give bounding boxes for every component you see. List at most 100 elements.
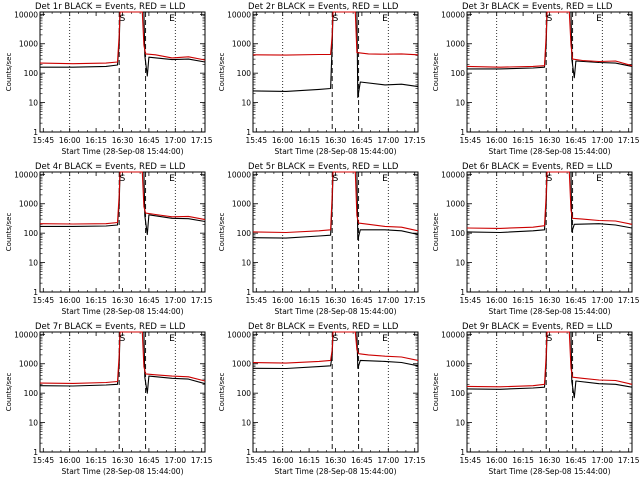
y-tick-label: 10000 bbox=[227, 10, 251, 19]
x-tick-label: 17:15 bbox=[191, 456, 213, 465]
marker-label: E bbox=[596, 14, 602, 24]
x-tick-label: 17:00 bbox=[164, 296, 186, 305]
y-tick-label: 1 bbox=[460, 448, 465, 457]
y-tick-label: 1000 bbox=[19, 40, 38, 49]
detector-panel-9: Det 9r BLACK = Events, RED = LLD Counts/s… bbox=[432, 322, 640, 476]
x-tick-label: 17:00 bbox=[377, 456, 399, 465]
y-tick-label: 10000 bbox=[441, 10, 465, 19]
y-tick-label: 1000 bbox=[446, 360, 465, 369]
y-axis-label: Counts/sec bbox=[432, 53, 440, 92]
x-tick-label: 16:00 bbox=[486, 456, 508, 465]
series-line-lld bbox=[252, 331, 419, 364]
y-tick-label: 100 bbox=[451, 389, 466, 398]
x-axis-label: Start Time (28-Sep-08 15:44:00) bbox=[62, 147, 184, 156]
y-tick-label: 1000 bbox=[19, 360, 38, 369]
x-axis-label: Start Time (28-Sep-08 15:44:00) bbox=[489, 147, 611, 156]
x-tick-label: 17:15 bbox=[618, 456, 640, 465]
panel-title: Det 2r BLACK = Events, RED = LLD bbox=[248, 2, 399, 12]
marker-label: S bbox=[120, 174, 126, 184]
marker-label: E bbox=[382, 334, 388, 344]
x-tick-label: 16:15 bbox=[512, 296, 534, 305]
y-tick-label: 10 bbox=[241, 419, 251, 428]
series-line-lld bbox=[252, 11, 419, 56]
series-line-lld bbox=[39, 331, 206, 384]
series-line-events bbox=[40, 11, 206, 77]
x-axis-label: Start Time (28-Sep-08 15:44:00) bbox=[489, 467, 611, 476]
y-tick-label: 1 bbox=[33, 288, 38, 297]
y-tick-label: 1 bbox=[33, 128, 38, 137]
x-tick-label: 16:30 bbox=[325, 296, 347, 305]
x-tick-label: 16:30 bbox=[539, 296, 561, 305]
x-tick-label: 16:15 bbox=[85, 136, 107, 145]
marker-label: E bbox=[382, 14, 388, 24]
detector-panel-4: Det 4r BLACK = Events, RED = LLD Counts/s… bbox=[5, 162, 213, 316]
x-tick-label: 16:30 bbox=[325, 456, 347, 465]
series-line-events bbox=[466, 331, 633, 399]
marker-label: E bbox=[382, 174, 388, 184]
x-tick-label: 16:15 bbox=[512, 136, 534, 145]
series-line-lld bbox=[39, 171, 206, 225]
x-tick-label: 16:45 bbox=[351, 456, 373, 465]
series-line-lld bbox=[252, 171, 419, 234]
y-tick-label: 10000 bbox=[14, 10, 38, 19]
plot-frame bbox=[39, 331, 206, 453]
y-axis-label: Counts/sec bbox=[218, 373, 226, 412]
y-tick-label: 10000 bbox=[441, 330, 465, 339]
series-line-events bbox=[39, 331, 206, 394]
y-tick-label: 100 bbox=[237, 69, 252, 78]
series-line-events bbox=[467, 11, 633, 79]
y-tick-label: 1 bbox=[246, 288, 251, 297]
y-tick-label: 100 bbox=[24, 389, 39, 398]
y-tick-label: 1000 bbox=[232, 360, 251, 369]
x-tick-label: 17:00 bbox=[377, 296, 399, 305]
y-axis-label: Counts/sec bbox=[5, 373, 13, 412]
marker-label: E bbox=[596, 334, 602, 344]
y-axis-label: Counts/sec bbox=[218, 213, 226, 252]
y-tick-label: 1000 bbox=[446, 200, 465, 209]
marker-label: E bbox=[596, 174, 602, 184]
marker-label: S bbox=[333, 174, 339, 184]
x-tick-label: 15:45 bbox=[459, 296, 481, 305]
x-axis-label: Start Time (28-Sep-08 15:44:00) bbox=[62, 307, 184, 316]
series-line-events bbox=[40, 171, 206, 236]
y-tick-label: 10 bbox=[455, 99, 465, 108]
panel-title: Det 6r BLACK = Events, RED = LLD bbox=[462, 162, 613, 172]
x-tick-label: 17:15 bbox=[191, 136, 213, 145]
panel-title: Det 9r BLACK = Events, RED = LLD bbox=[462, 322, 613, 332]
x-axis-label: Start Time (28-Sep-08 15:44:00) bbox=[275, 307, 397, 316]
panel-title: Det 1r BLACK = Events, RED = LLD bbox=[35, 2, 186, 12]
x-tick-label: 17:00 bbox=[591, 456, 613, 465]
x-tick-label: 16:00 bbox=[59, 456, 81, 465]
detector-panel-8: Det 8r BLACK = Events, RED = LLD Counts/s… bbox=[218, 322, 426, 476]
y-tick-label: 100 bbox=[237, 229, 252, 238]
y-tick-label: 10000 bbox=[14, 170, 38, 179]
x-tick-label: 16:45 bbox=[351, 136, 373, 145]
y-tick-label: 10 bbox=[28, 419, 38, 428]
marker-label: S bbox=[547, 14, 553, 24]
series-line-lld bbox=[466, 171, 633, 229]
y-axis-label: Counts/sec bbox=[432, 373, 440, 412]
y-tick-label: 1000 bbox=[232, 40, 251, 49]
marker-label: S bbox=[547, 174, 553, 184]
x-tick-label: 16:45 bbox=[565, 456, 587, 465]
x-tick-label: 16:45 bbox=[565, 296, 587, 305]
x-tick-label: 17:15 bbox=[404, 296, 426, 305]
detector-panel-3: Det 3r BLACK = Events, RED = LLD Counts/s… bbox=[432, 2, 640, 156]
x-tick-label: 17:15 bbox=[618, 296, 640, 305]
x-tick-label: 16:00 bbox=[272, 136, 294, 145]
series-line-lld bbox=[466, 331, 633, 388]
y-tick-label: 10 bbox=[28, 99, 38, 108]
x-tick-label: 15:45 bbox=[32, 456, 54, 465]
x-tick-label: 17:00 bbox=[164, 456, 186, 465]
x-tick-label: 16:00 bbox=[59, 296, 81, 305]
y-tick-label: 10000 bbox=[227, 170, 251, 179]
x-tick-label: 16:15 bbox=[298, 296, 320, 305]
panel-title: Det 4r BLACK = Events, RED = LLD bbox=[35, 162, 186, 172]
x-tick-label: 16:45 bbox=[138, 136, 160, 145]
marker-label: S bbox=[333, 14, 339, 24]
x-tick-label: 16:30 bbox=[539, 456, 561, 465]
x-tick-label: 16:45 bbox=[138, 296, 160, 305]
y-tick-label: 100 bbox=[451, 69, 466, 78]
